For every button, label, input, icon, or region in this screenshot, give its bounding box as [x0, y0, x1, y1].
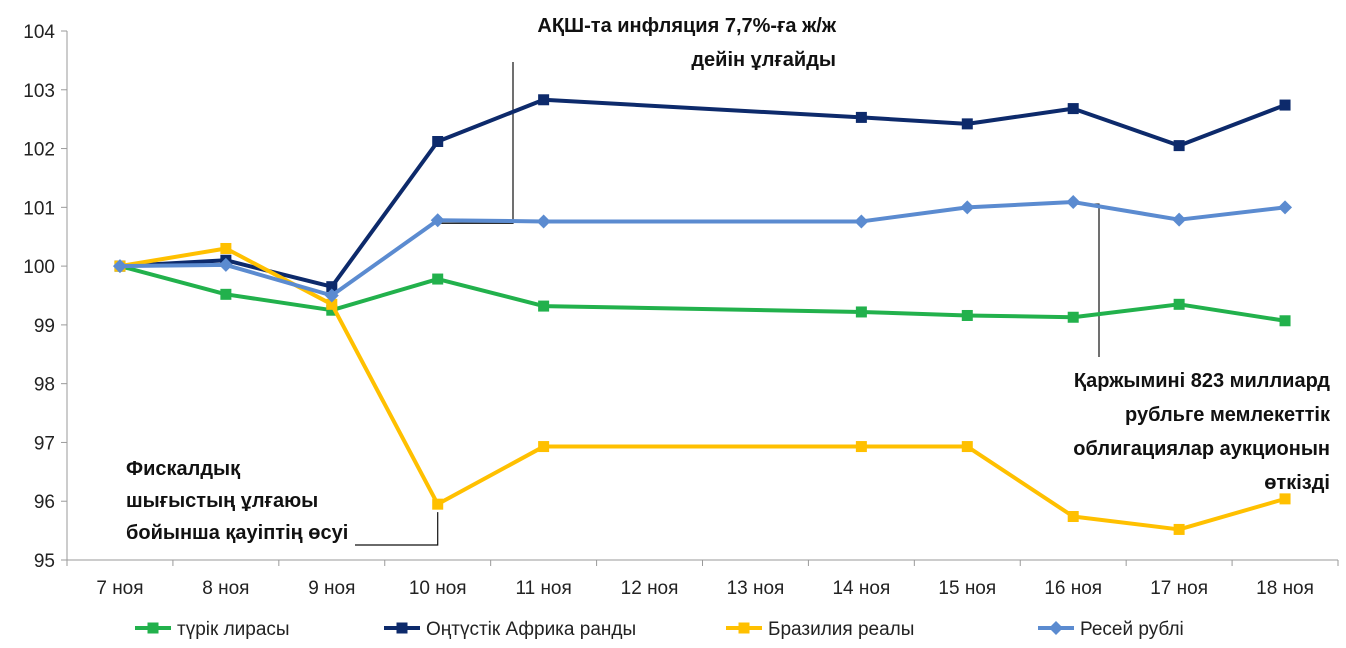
data-point: [1066, 195, 1081, 210]
x-tick-label: 9 ноя: [308, 578, 355, 599]
x-tick-label: 12 ноя: [621, 578, 679, 599]
series-0: [114, 260, 1291, 327]
data-point: [854, 214, 869, 229]
legend-marker: [1049, 621, 1063, 635]
data-point: [960, 200, 975, 215]
legend: түрік лирасы Оңтүстік Африка ранды Бразили…: [135, 619, 1184, 640]
data-point: [220, 242, 232, 254]
legend-label: Ресей рублі: [1080, 619, 1184, 640]
annotation-auction-line: Қаржымині 823 миллиард: [1074, 370, 1330, 392]
x-tick-label: 18 ноя: [1256, 578, 1314, 599]
x-tick-label: 15 ноя: [938, 578, 996, 599]
axes: 95 96 97 98 99 100 101 102 103 104 7 ноя 8 ноя 9 ноя…: [23, 22, 1339, 599]
y-tick-label: 97: [34, 433, 55, 454]
data-point: [326, 298, 338, 310]
x-tick-label: 10 ноя: [409, 578, 467, 599]
annotation-connector-inflation: [437, 62, 514, 224]
y-tick-label: 103: [23, 81, 55, 102]
data-point: [961, 441, 973, 453]
x-tick-label: 8 ноя: [202, 578, 249, 599]
annotation-auction-line: өткізді: [1264, 472, 1330, 494]
data-point: [430, 213, 445, 228]
data-point: [855, 441, 867, 453]
data-point: [961, 118, 973, 130]
legend-label: Оңтүстік Африка ранды: [426, 619, 636, 640]
data-point: [324, 288, 339, 303]
data-point: [1067, 311, 1079, 323]
series-line: [119, 97, 1286, 289]
annotation-auction-line: рубльге мемлекеттік: [1125, 404, 1331, 426]
data-point: [220, 288, 232, 300]
data-point: [1173, 140, 1185, 152]
annotation-connector-fiscal: [355, 512, 439, 546]
x-tick-label: 7 ноя: [96, 578, 143, 599]
legend-item-1: Оңтүстік Африка ранды: [384, 619, 636, 640]
annotation-fiscal-line: шығыстың ұлғаюы: [126, 490, 318, 512]
series-line: [119, 200, 1286, 298]
x-tick-label: 11 ноя: [515, 578, 571, 599]
annotation-connector-auction: [1077, 203, 1100, 357]
legend-item-0: түрік лирасы: [135, 619, 290, 640]
data-point: [961, 309, 973, 321]
data-point: [855, 111, 867, 123]
data-point: [1279, 493, 1291, 505]
data-point: [432, 136, 444, 148]
annotation-inflation-line: дейін ұлғайды: [691, 49, 836, 71]
legend-marker: [147, 622, 159, 634]
annotation-inflation-line: АҚШ-та инфляция 7,7%-ға ж/ж: [537, 15, 836, 37]
x-tick-label: 17 ноя: [1150, 578, 1208, 599]
legend-marker: [738, 622, 750, 634]
data-point: [1172, 212, 1187, 227]
y-tick-label: 100: [23, 257, 55, 278]
series-3: [112, 195, 1293, 303]
annotation-connectors: [355, 62, 1100, 546]
data-point: [1067, 103, 1079, 115]
data-point: [112, 259, 127, 274]
legend-marker: [396, 622, 408, 634]
data-point: [1067, 511, 1079, 523]
y-tick-label: 99: [34, 316, 55, 337]
y-tick-label: 95: [34, 551, 55, 572]
annotation-fiscal-line: Фискалдық: [126, 458, 241, 480]
data-point: [1279, 315, 1291, 327]
series-layer: [112, 94, 1293, 535]
annotation-auction-line: облигациялар аукционын: [1073, 438, 1330, 460]
data-point: [218, 257, 233, 272]
data-point: [1279, 99, 1291, 111]
data-point: [432, 498, 444, 510]
series-line: [119, 264, 1286, 323]
data-point: [538, 94, 550, 106]
annotation-fiscal-line: бойынша қауіптің өсуі: [126, 522, 348, 544]
data-point: [1278, 200, 1293, 215]
data-point: [1173, 298, 1185, 310]
data-point: [538, 441, 550, 453]
y-tick-label: 98: [34, 375, 55, 396]
legend-item-2: Бразилия реалы: [726, 619, 914, 640]
x-tick-label: 14 ноя: [832, 578, 890, 599]
data-point: [326, 281, 338, 293]
series-1: [114, 94, 1291, 293]
data-point: [1173, 523, 1185, 535]
data-point: [326, 304, 338, 316]
y-tick-label: 104: [23, 22, 55, 43]
legend-label: түрік лирасы: [177, 619, 290, 640]
data-point: [538, 300, 550, 312]
x-tick-label: 13 ноя: [727, 578, 785, 599]
y-tick-label: 101: [23, 198, 55, 219]
annotations: АҚШ-та инфляция 7,7%-ға ж/ж дейін ұлғайды…: [126, 15, 1331, 544]
y-tick-label: 96: [34, 492, 55, 513]
data-point: [432, 273, 444, 285]
data-point: [855, 306, 867, 318]
legend-label: Бразилия реалы: [768, 619, 914, 640]
legend-item-3: Ресей рублі: [1038, 619, 1184, 640]
data-point: [536, 214, 551, 229]
y-tick-label: 102: [23, 140, 55, 161]
series-line: [119, 246, 1286, 532]
x-tick-label: 16 ноя: [1044, 578, 1102, 599]
